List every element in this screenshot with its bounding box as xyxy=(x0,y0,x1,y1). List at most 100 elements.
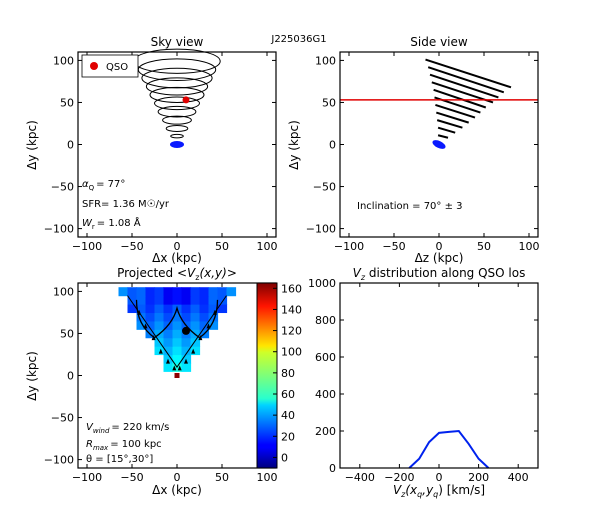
flow-arrow xyxy=(166,358,170,364)
heatmap-cell xyxy=(172,287,183,297)
sky-xtick-label: 50 xyxy=(215,240,229,253)
sky-view-plot: −100 −50 0 50 100 100 50 0 −50 −100 xyxy=(44,48,278,253)
dist-xtick-label: −400 xyxy=(345,471,375,484)
proj-ytick-label: 50 xyxy=(60,327,74,340)
heatmap-cell xyxy=(172,320,183,330)
cone-line xyxy=(425,58,512,89)
alpha-value: = 77° xyxy=(96,179,125,190)
distribution-title-rest: distribution along QSO los xyxy=(365,266,525,280)
galaxy-disk xyxy=(170,141,184,148)
heatmap-cell xyxy=(127,295,138,305)
side-ytick-label: 50 xyxy=(322,96,336,109)
heatmap-cell xyxy=(190,304,201,314)
vwind-annotation: Vwind = 220 km/s xyxy=(86,422,169,435)
heatmap-cell xyxy=(199,287,210,297)
dist-xlabel-rest: (x xyxy=(405,483,418,497)
heatmap-cell xyxy=(181,304,192,314)
side-xlabel: Δz (kpc) xyxy=(415,251,464,265)
proj-ytick-label: −100 xyxy=(44,454,74,467)
heatmap-cell xyxy=(163,337,174,347)
heatmap-cell xyxy=(226,287,237,297)
projected-ylabel: Δy (kpc) xyxy=(25,351,39,401)
heatmap-cell xyxy=(217,287,228,297)
heatmap-cell xyxy=(208,320,219,330)
qso-marker xyxy=(182,326,190,335)
heatmap-cell xyxy=(163,329,174,339)
distribution-panel: Vz distribution along QSO los −400 −200 0 2… xyxy=(308,266,539,499)
cone-ring xyxy=(137,58,217,81)
heatmap-cell xyxy=(172,337,183,347)
proj-xtick-label: 100 xyxy=(257,471,278,484)
distribution-title-sub: z xyxy=(360,273,366,282)
heatmap-cell xyxy=(145,287,156,297)
dist-xtick-label: 400 xyxy=(508,471,529,484)
heatmap-cell xyxy=(190,337,201,347)
rmax-symbol: R xyxy=(86,439,93,450)
flow-arrow xyxy=(198,335,203,341)
heatmap-cell xyxy=(145,295,156,305)
dist-xlabel-v: V xyxy=(393,483,402,497)
sky-ytick-label: 100 xyxy=(53,54,74,67)
wr-symbol: W xyxy=(82,218,93,229)
flow-arrow xyxy=(137,309,142,315)
legend-box xyxy=(81,54,139,78)
side-ytick-label: 100 xyxy=(315,54,336,67)
sky-xlabel: Δx (kpc) xyxy=(152,251,202,265)
heatmap-cell xyxy=(181,354,192,364)
colorbar-tick-label: 80 xyxy=(281,367,295,380)
cone-ring xyxy=(170,133,184,139)
dist-xtick-label: 0 xyxy=(436,471,443,484)
heatmap-cell xyxy=(163,287,174,297)
heatmap-cell xyxy=(190,287,201,297)
cone-ring xyxy=(145,77,209,96)
colorbar-tick-label: 0 xyxy=(281,451,288,464)
projected-title-math: <V xyxy=(177,266,196,280)
sfr-annotation: SFR= 1.36 M☉/yr xyxy=(82,199,170,210)
heatmap-cell xyxy=(163,312,174,322)
cone-ring xyxy=(162,115,192,125)
colorbar-tick-label: 120 xyxy=(281,325,302,338)
wr-value: = 1.08 Å xyxy=(97,216,141,229)
heatmap-cell xyxy=(154,304,165,314)
proj-xtick-label: 50 xyxy=(215,471,229,484)
dist-ytick-label: 600 xyxy=(315,351,336,364)
proj-xtick-label: −50 xyxy=(120,471,143,484)
theta-annotation: θ = [15°,30°] xyxy=(86,454,153,465)
proj-xtick-label: −100 xyxy=(72,471,102,484)
flow-arrow xyxy=(191,348,196,354)
vwind-symbol: V xyxy=(86,422,94,433)
heatmap-cell xyxy=(172,346,183,356)
sky-ytick-label: −100 xyxy=(44,223,74,236)
heatmap-cell xyxy=(172,354,183,364)
cone-line xyxy=(427,66,505,94)
sky-legend: QSO xyxy=(81,54,139,78)
proj-ytick-label: 0 xyxy=(67,370,74,383)
legend-qso-label: QSO xyxy=(106,62,128,73)
heatmap-cell xyxy=(190,346,201,356)
heatmap-cell xyxy=(217,304,228,314)
side-view-panel: Side view −100 −50 0 50 100 100 50 0 −50 −100 Inc… xyxy=(287,35,540,265)
flow-arrow xyxy=(212,309,217,315)
heatmap-cell xyxy=(154,320,165,330)
heatmap-cell xyxy=(163,346,174,356)
cone-line xyxy=(437,134,449,139)
cone-line xyxy=(437,126,456,134)
sky-xtick-label: 100 xyxy=(257,240,278,253)
heatmap-cell xyxy=(118,287,129,297)
heatmap-cell xyxy=(172,312,183,322)
heatmap-cell xyxy=(136,312,147,322)
flow-arrow xyxy=(158,348,163,354)
figure-title: J225036G1 xyxy=(270,34,326,45)
galaxy-marker xyxy=(174,373,180,378)
dist-xlabel-rest3: ) [km/s] xyxy=(438,483,485,497)
heatmap-cell xyxy=(163,354,174,364)
cone-ring xyxy=(165,124,189,133)
side-view-title: Side view xyxy=(410,35,468,49)
heatmap-cell xyxy=(181,362,192,372)
heatmap-cell xyxy=(181,287,192,297)
heatmap-cell xyxy=(154,287,165,297)
cone-line xyxy=(435,104,476,119)
sky-xtick-label: −100 xyxy=(72,240,102,253)
